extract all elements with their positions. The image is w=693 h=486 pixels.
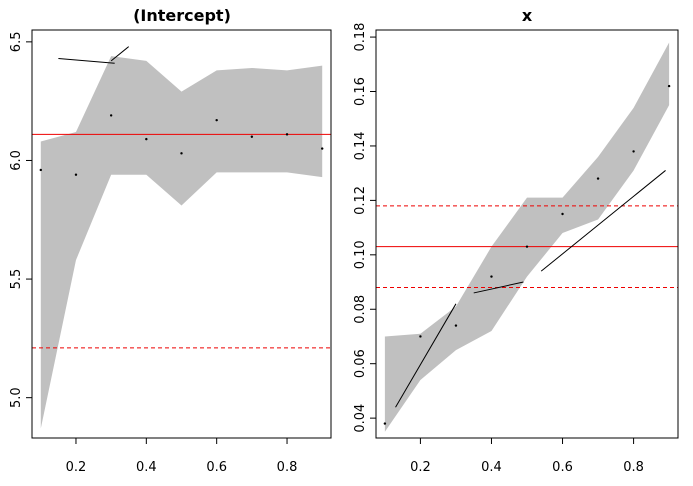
x-tick-label: 0.2 — [410, 460, 431, 475]
fit-line — [395, 303, 457, 408]
panel-title: (Intercept) — [133, 6, 231, 25]
y-tick-label: 0.12 — [353, 186, 368, 215]
y-tick-label: 6.5 — [9, 32, 24, 53]
data-point — [419, 335, 422, 338]
data-point — [525, 245, 529, 248]
panel-x: x 0.2 0.4 0.6 0.8 0.04 0.06 0.08 0.10 0.12 0.14 0.… — [353, 6, 679, 475]
y-tick-label: 0.18 — [353, 23, 368, 52]
y-tick-label: 5.0 — [9, 387, 24, 408]
data-point — [667, 84, 671, 88]
fit-line — [540, 170, 666, 272]
x-tick-label: 0.8 — [277, 460, 298, 475]
plot-frame — [375, 29, 679, 439]
fit-line — [110, 46, 130, 62]
data-point — [250, 135, 254, 138]
data-point — [74, 173, 78, 176]
fit-line — [473, 281, 524, 294]
x-tick-label: 0.8 — [623, 460, 644, 475]
panel-title: x — [522, 6, 533, 25]
x-tick-label: 0.6 — [552, 460, 573, 475]
data-point — [145, 137, 148, 141]
data-point — [632, 150, 635, 153]
x-tick-label: 0.6 — [206, 460, 227, 475]
x-tick-label: 0.4 — [481, 460, 502, 475]
plot-frame — [31, 29, 332, 439]
data-point — [285, 133, 289, 136]
y-tick-label: 0.10 — [353, 240, 368, 269]
data-point — [490, 275, 493, 278]
plot-area — [32, 46, 331, 429]
x-tick-label: 0.4 — [136, 460, 157, 475]
y-tick-label: 0.14 — [353, 131, 368, 160]
y-tick-label: 6.0 — [9, 150, 24, 171]
data-point — [321, 147, 324, 150]
data-point — [561, 212, 564, 216]
confidence-band — [40, 56, 323, 429]
y-tick-label: 0.04 — [353, 404, 368, 433]
y-tick-label: 0.16 — [353, 77, 368, 106]
fit-line — [58, 57, 115, 64]
data-point — [383, 422, 387, 425]
y-tick-label: 5.5 — [9, 269, 24, 290]
y-tick-label: 0.06 — [353, 349, 368, 378]
x-tick-label: 0.2 — [66, 460, 87, 475]
data-point — [454, 324, 458, 327]
plot-area — [376, 42, 678, 432]
data-point — [39, 168, 42, 172]
data-point — [215, 118, 218, 122]
panel-intercept: (Intercept) 0.2 0.4 0.6 0.8 5.0 5.5 6.0 6.5 — [9, 6, 332, 475]
confidence-band — [384, 42, 670, 432]
data-point — [109, 114, 113, 117]
data-point — [596, 177, 600, 180]
data-point — [180, 152, 183, 155]
y-tick-label: 0.08 — [353, 295, 368, 324]
